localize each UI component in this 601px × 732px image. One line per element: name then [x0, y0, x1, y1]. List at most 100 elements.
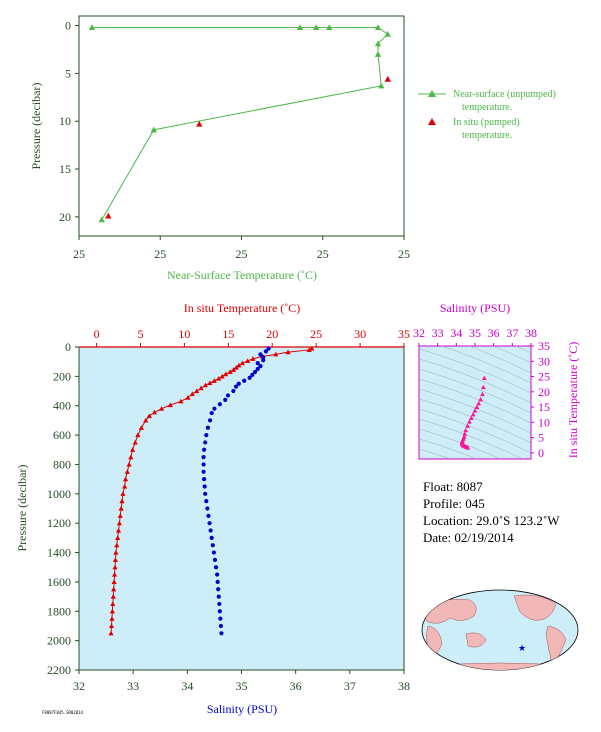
ts-point-3 [478, 397, 483, 402]
ts-point-23 [465, 445, 471, 450]
pr-temperature-point-51 [110, 593, 116, 599]
ns-y-tick-label-5: 5 [65, 66, 71, 80]
pr-temperature-point-40 [117, 513, 123, 518]
pr-salinity-point-19 [209, 410, 214, 416]
pr-temperature-point-21 [185, 395, 191, 400]
pr-y-tick-label-1600: 1600 [47, 575, 71, 589]
ts-contour-4 [440, 346, 531, 384]
pr-temperature-point-8 [236, 362, 242, 368]
ts-temp-tick-label-15: 15 [538, 400, 550, 414]
pr-salinity-point-41 [215, 572, 220, 577]
pr-y-tick-label-1000: 1000 [47, 487, 71, 501]
ts-sal-tick-label-34: 34 [450, 326, 462, 340]
ts-density-contours [419, 346, 531, 459]
pr-temperature-point-32 [128, 454, 134, 460]
ns-y-tick-label-0: 0 [65, 19, 71, 33]
pr-y-tick-label-1200: 1200 [47, 516, 71, 530]
pr-y-tick-label-200: 200 [53, 369, 71, 383]
pr-temperature-point-6 [245, 358, 251, 364]
ts-contour-3 [468, 346, 531, 374]
legend-label-pumped-2: temperature. [462, 130, 512, 141]
pr-temperature-point-22 [178, 398, 184, 404]
pr-sal-tick-label-35: 35 [236, 679, 248, 693]
pr-sal-tick-label-36: 36 [290, 679, 302, 693]
pr-temp-tick-label-15: 15 [222, 327, 234, 341]
ts-point-12 [462, 431, 468, 436]
pr-salinity-point-42 [215, 579, 220, 585]
ts-contour-15 [419, 448, 452, 459]
ns-unpumped-point-1 [296, 24, 304, 31]
map-australia [465, 632, 487, 648]
ts-temp-tick-label-5: 5 [538, 431, 544, 445]
pr-salinity-point-49 [219, 631, 224, 636]
pr-temperature-point-39 [118, 505, 124, 511]
ts-temp-tick-label-25: 25 [538, 370, 550, 384]
pr-y-tick-label-0: 0 [65, 340, 71, 354]
pr-temperature-point-19 [194, 388, 200, 394]
pr-salinity-point-34 [207, 521, 212, 526]
pr-salinity-point-33 [206, 513, 211, 518]
pr-salinity-point-26 [201, 462, 206, 467]
ts-salinity-axis: 32 33 34 35 36 37 38 [413, 326, 537, 346]
pr-temperature-point-7 [239, 360, 245, 366]
ns-unpumped-point-9 [150, 126, 157, 133]
legend-label-unpumped-2: temperature. [462, 102, 512, 113]
profile-date: Date: 02/19/2014 [423, 530, 514, 545]
pr-salinity-point-45 [217, 601, 222, 607]
pr-temperature-point-25 [151, 409, 158, 415]
pr-temperature-point-2 [285, 349, 291, 355]
pr-y-tick-label-600: 600 [53, 428, 71, 442]
pr-sal-tick-label-38: 38 [398, 679, 410, 693]
ts-point-0 [481, 375, 487, 380]
pr-temperature-point-20 [189, 391, 195, 397]
ts-point-8 [468, 415, 474, 420]
pr-temperature-point-13 [219, 373, 225, 379]
ns-unpumped-point-3 [326, 24, 333, 31]
ts-contour-1 [515, 346, 531, 354]
pr-salinity-point-23 [203, 440, 208, 445]
ts-contour-14 [419, 438, 478, 459]
pr-salinity-point-4 [261, 358, 266, 363]
ts-contour-6 [419, 358, 531, 404]
pr-salinity-point-8 [252, 369, 258, 375]
pr-y-tick-label-2000: 2000 [47, 634, 71, 648]
ts-point-6 [472, 408, 478, 413]
ns-unpumped-point-2 [313, 24, 320, 31]
profile-series [108, 345, 315, 636]
ts-sal-tick-label-32: 32 [413, 326, 425, 340]
ts-point-1 [481, 384, 486, 390]
ts-temp-tick-label-30: 30 [538, 354, 550, 368]
pr-temperature-point-15 [211, 378, 217, 383]
ts-plot-frame [418, 345, 532, 460]
pr-salinity-point-11 [242, 378, 247, 383]
pr-temperature-point-24 [158, 406, 165, 411]
pr-temperature-point-33 [126, 461, 132, 467]
ts-point-4 [476, 401, 482, 406]
pr-salinity-point-30 [203, 491, 208, 496]
ns-y-tick-label-10: 10 [59, 114, 71, 128]
pr-temperature-point-42 [115, 527, 122, 533]
ts-contour-9 [419, 388, 531, 434]
pr-temperature-point-29 [135, 432, 141, 438]
float-location-marker: ★ [518, 643, 526, 653]
profile-number: Profile: 045 [423, 496, 485, 511]
pr-temperature-point-17 [202, 382, 209, 388]
pr-salinity-point-32 [205, 506, 210, 511]
ts-sal-tick-label-35: 35 [469, 326, 481, 340]
float-location: Location: 29.0˚S 123.2˚W [423, 513, 560, 528]
pr-temperature-point-47 [112, 564, 118, 570]
ts-contour-10 [419, 398, 531, 444]
pr-salinity-point-29 [202, 484, 207, 489]
ts-point-10 [465, 423, 470, 428]
pr-salinity-point-48 [218, 623, 224, 629]
profile-temperature-axis: 0 5 10 15 20 25 30 35 [94, 327, 410, 347]
ts-contour-2 [493, 346, 531, 364]
pr-salinity-point-40 [213, 565, 219, 570]
pr-temperature-point-35 [122, 476, 129, 482]
pr-sal-tick-label-34: 34 [181, 679, 193, 693]
pr-temperature-point-30 [132, 439, 138, 445]
pr-temperature-point-18 [198, 385, 204, 391]
pr-salinity-point-35 [208, 528, 213, 533]
